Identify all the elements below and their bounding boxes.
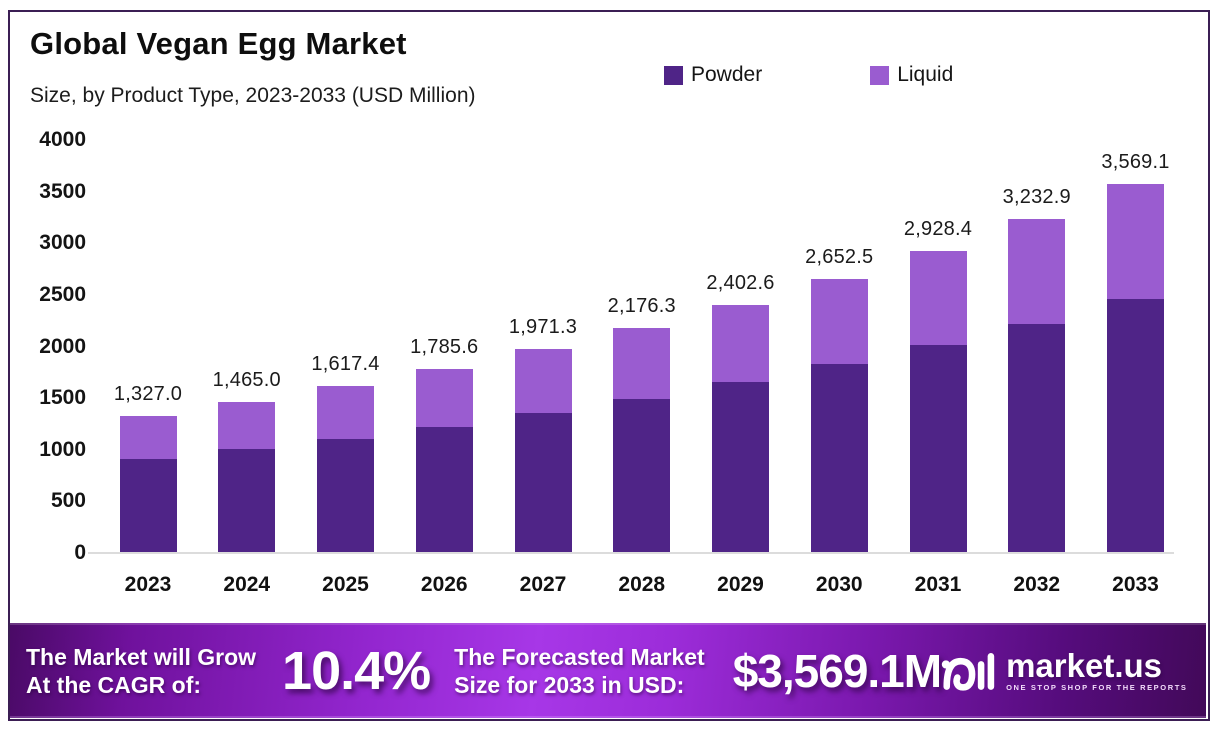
marketus-logo-icon — [941, 652, 995, 691]
y-tick-label-1500: 1500 — [39, 386, 86, 410]
bar-total-label-2028: 2,176.3 — [607, 295, 676, 318]
powder-swatch-icon — [664, 65, 683, 85]
bar-segment-powder-2031 — [909, 345, 967, 553]
y-tick-label-2000: 2000 — [39, 334, 86, 358]
x-tick-label-2031: 2031 — [914, 573, 962, 596]
footer-banner: The Market will Grow At the CAGR of: 10.… — [10, 623, 1206, 718]
bar-total-label-2023: 1,327.0 — [113, 382, 183, 405]
bar-segment-liquid-2033 — [1107, 184, 1164, 299]
x-tick-label-2024: 2024 — [223, 573, 271, 596]
y-tick-label-500: 500 — [50, 489, 86, 513]
x-tick-label-2029: 2029 — [717, 573, 764, 596]
bar-segment-liquid-2023 — [119, 415, 177, 459]
x-tick-label-2027: 2027 — [519, 573, 567, 596]
page-title: Global Vegan Egg Market — [30, 26, 407, 61]
bar-segment-liquid-2027 — [514, 349, 572, 414]
marketus-logo-text-block: market.us ONE STOP SHOP FOR THE REPORTS — [1006, 646, 1188, 692]
bar-segment-liquid-2032 — [1008, 219, 1066, 324]
bar-segment-liquid-2025 — [317, 386, 374, 439]
bar-total-label-2026: 1,785.6 — [410, 335, 479, 358]
forecast-caption: The Forecasted Market Size for 2033 in U… — [454, 643, 705, 699]
bar-segment-powder-2032 — [1008, 323, 1066, 553]
bar-total-label-2032: 3,232.9 — [1002, 186, 1071, 209]
bar-segment-liquid-2030 — [810, 279, 868, 364]
cagr-caption: The Market will Grow At the CAGR of: — [26, 643, 256, 699]
bar-total-label-2031: 2,928.4 — [903, 217, 973, 240]
bar-total-label-2024: 1,465.0 — [212, 368, 281, 391]
bar-segment-powder-2024 — [218, 448, 276, 553]
bar-total-label-2027: 1,971.3 — [508, 316, 578, 339]
x-tick-label-2028: 2028 — [618, 573, 666, 596]
bar-segment-powder-2028 — [613, 398, 671, 553]
bar-total-label-2033: 3,569.1 — [1101, 151, 1170, 174]
x-tick-label-2026: 2026 — [420, 573, 468, 596]
bar-segment-liquid-2024 — [218, 401, 276, 449]
plot-area: 1,327.0 2023 1,465.0 2024 1,617.4 2025 1,785.6… — [95, 140, 1175, 596]
y-tick-label-4000: 4000 — [39, 128, 86, 151]
forecast-caption-line2: Size for 2033 in USD: — [454, 671, 685, 698]
bar-total-label-2025: 1,617.4 — [311, 353, 380, 375]
cagr-caption-line1: The Market will Grow — [26, 643, 257, 670]
bar-segment-powder-2029 — [712, 382, 769, 553]
bar-segment-powder-2030 — [810, 363, 868, 553]
legend-label-liquid: Liquid — [897, 63, 954, 86]
y-tick-label-3000: 3000 — [39, 231, 86, 255]
marketus-logo: market.us ONE STOP SHOP FOR THE REPORTS — [941, 648, 1187, 694]
y-tick-label-2500: 2500 — [39, 282, 86, 306]
bar-segment-powder-2023 — [119, 458, 177, 553]
bar-segment-powder-2033 — [1107, 298, 1164, 553]
liquid-swatch-icon — [870, 65, 890, 85]
y-tick-label-1000: 1000 — [39, 437, 86, 461]
y-tick-label-3500: 3500 — [39, 179, 86, 203]
x-tick-label-2023: 2023 — [124, 573, 172, 596]
bar-segment-liquid-2028 — [613, 328, 671, 399]
x-tick-label-2032: 2032 — [1013, 573, 1061, 596]
legend-label-powder: Powder — [691, 63, 763, 86]
bar-segment-liquid-2026 — [415, 368, 473, 427]
bar-total-label-2030: 2,652.5 — [805, 246, 874, 269]
x-tick-label-2025: 2025 — [322, 573, 369, 596]
x-tick-label-2030: 2030 — [815, 573, 863, 596]
legend-item-liquid: Liquid — [870, 63, 953, 87]
bar-total-label-2029: 2,402.6 — [706, 271, 775, 294]
marketus-logo-text: market.us — [1006, 646, 1163, 684]
x-tick-label-2033: 2033 — [1112, 573, 1159, 596]
forecast-caption-line1: The Forecasted Market — [454, 643, 705, 670]
bar-segment-powder-2026 — [415, 426, 473, 553]
marketus-logo-tagline: ONE STOP SHOP FOR THE REPORTS — [1006, 682, 1188, 692]
bar-segment-liquid-2031 — [909, 250, 967, 346]
chart-legend: Powder Liquid — [664, 63, 953, 87]
forecast-value: $3,569.1M — [732, 644, 942, 697]
bar-segment-liquid-2029 — [712, 304, 769, 383]
page-subtitle: Size, by Product Type, 2023-2033 (USD Mi… — [30, 84, 476, 107]
y-axis: 4000 3500 3000 2500 2000 1500 1000 500 0 — [6, 128, 86, 564]
cagr-caption-line2: At the CAGR of: — [26, 671, 202, 698]
cagr-value: 10.4% — [282, 640, 431, 701]
y-tick-label-0: 0 — [74, 541, 86, 564]
bar-segment-powder-2025 — [317, 438, 374, 553]
legend-item-powder: Powder — [664, 63, 762, 87]
bar-segment-powder-2027 — [514, 413, 572, 553]
x-axis-line — [88, 552, 1174, 554]
